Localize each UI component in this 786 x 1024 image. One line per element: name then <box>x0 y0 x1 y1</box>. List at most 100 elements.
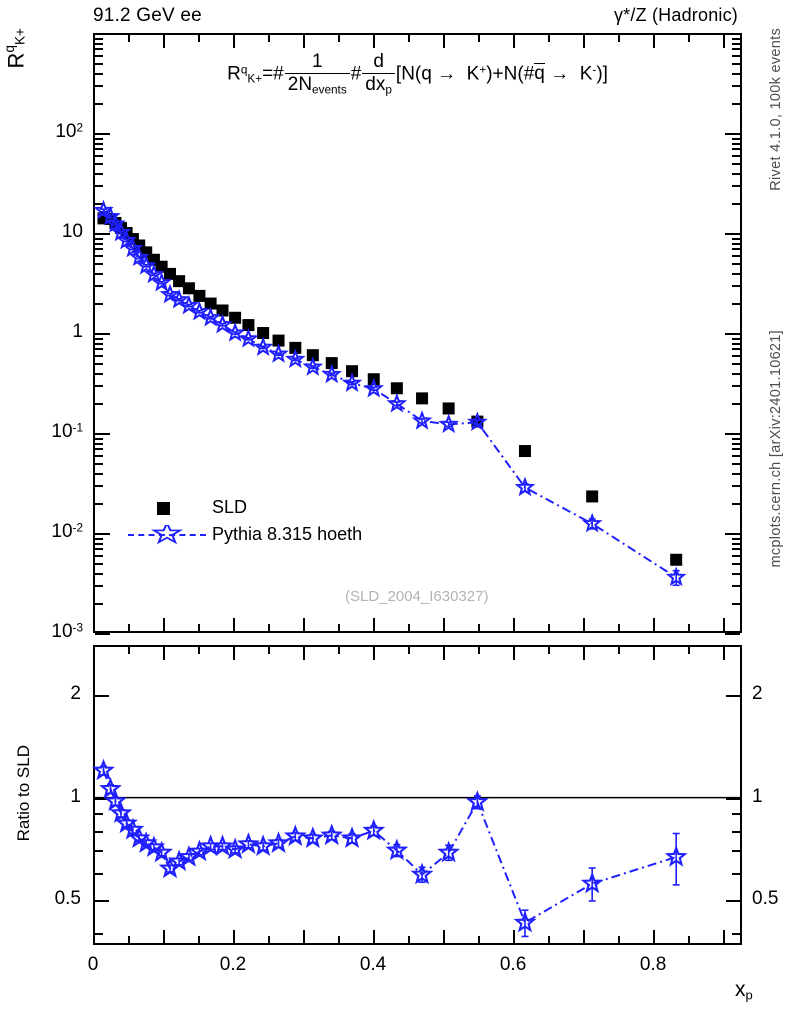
formula-rest-a: [N(q <box>395 63 432 85</box>
tick-mark <box>653 930 655 943</box>
tick-mark <box>95 348 103 350</box>
tick-mark <box>725 333 740 335</box>
analysis-id-watermark: (SLD_2004_I630327) <box>345 588 489 605</box>
tick-mark <box>478 936 480 943</box>
tick-mark <box>732 103 740 105</box>
tick-mark <box>95 303 103 305</box>
tick-mark <box>93 35 95 48</box>
tick-mark <box>513 618 515 631</box>
tick-mark <box>95 548 103 550</box>
x-axis-tick-label: 0 <box>87 954 99 975</box>
tick-mark <box>338 647 340 654</box>
tick-mark <box>732 138 740 140</box>
tick-mark <box>732 355 740 357</box>
tick-mark <box>95 273 103 275</box>
tick-mark <box>548 35 550 42</box>
tick-mark <box>732 143 740 145</box>
tick-mark <box>732 850 740 852</box>
tick-mark <box>732 831 740 833</box>
legend-key-square-marker <box>128 498 206 518</box>
tick-mark <box>95 73 103 75</box>
tick-mark <box>732 63 740 65</box>
formula-frac1-den-sub: events <box>312 83 347 97</box>
tick-mark <box>93 930 95 943</box>
tick-mark <box>548 647 550 654</box>
formula-mid-hash: # <box>350 63 362 85</box>
sld-data-point <box>242 319 255 332</box>
y-axis-tick-label-ratio-left: 2 <box>70 682 81 704</box>
tick-mark <box>128 35 130 42</box>
formula-kaon-minus: K <box>579 63 593 85</box>
tick-mark <box>723 647 725 660</box>
mc-data-point <box>285 348 306 369</box>
tick-mark <box>95 133 110 135</box>
tick-mark <box>95 363 103 365</box>
ratio-data-point <box>362 818 386 841</box>
tick-mark <box>725 633 740 635</box>
tick-mark <box>478 35 480 42</box>
sld-data-point <box>346 365 359 378</box>
tick-mark <box>408 35 410 42</box>
mc-data-point <box>411 410 433 430</box>
mc-data-point <box>238 327 259 348</box>
tick-mark <box>338 35 340 42</box>
x-axis-tick-label: 0.4 <box>359 954 387 975</box>
tick-mark <box>732 548 740 550</box>
sld-data-point <box>325 357 338 370</box>
mc-data-point <box>200 306 221 327</box>
tick-mark <box>95 443 103 445</box>
ratio-data-point <box>513 910 537 933</box>
mc-data-point <box>151 271 172 292</box>
tick-mark <box>95 238 103 240</box>
tick-mark <box>732 148 740 150</box>
tick-mark <box>732 503 740 505</box>
tick-mark <box>583 618 585 631</box>
tick-mark <box>373 35 375 48</box>
tick-mark <box>373 930 375 943</box>
sld-data-point <box>289 341 302 354</box>
formula-frac2-den-sub: p <box>385 83 392 97</box>
tick-mark <box>478 647 480 654</box>
ratio-data-point <box>103 789 127 812</box>
mc-data-point <box>159 283 181 304</box>
tick-mark <box>732 455 740 457</box>
ratio-data-point <box>223 837 247 860</box>
ratio-data-point <box>211 834 234 857</box>
legend-entry-sld: SLD <box>128 494 362 521</box>
tick-mark <box>95 695 109 697</box>
header-beam-label: 91.2 GeV ee <box>93 5 202 26</box>
tick-mark <box>548 624 550 631</box>
legend-label-sld: SLD <box>212 497 248 517</box>
ratio-marker-group <box>92 758 688 938</box>
tick-mark <box>95 373 103 375</box>
tick-mark <box>95 455 103 457</box>
tick-mark <box>95 243 103 245</box>
tick-mark <box>732 85 740 87</box>
sld-data-point <box>586 490 599 503</box>
tick-mark <box>732 73 740 75</box>
tick-mark <box>726 695 740 697</box>
legend-entry-pythia: Pythia 8.315 hoeth <box>128 521 362 548</box>
y-axis-tick-label-main: 102 <box>55 121 83 142</box>
tick-mark <box>95 263 103 265</box>
tick-mark <box>688 647 690 654</box>
formula-kaon-plus-sup: + <box>479 63 487 77</box>
mc-data-point <box>168 288 190 309</box>
tick-mark <box>732 555 740 557</box>
sld-data-point <box>216 304 229 317</box>
ratio-data-point <box>267 831 290 853</box>
y-axis-tick-label-ratio-right: 1 <box>752 785 763 807</box>
sld-data-point <box>193 289 206 302</box>
tick-mark <box>163 618 165 631</box>
tick-mark <box>198 624 200 631</box>
tick-mark <box>95 573 103 575</box>
tick-mark <box>723 618 725 631</box>
tick-mark <box>726 900 740 902</box>
mc-data-point <box>128 246 150 267</box>
mc-data-point <box>252 336 274 357</box>
tick-mark <box>732 43 740 45</box>
mc-data-point <box>467 411 488 432</box>
tick-mark <box>95 173 103 175</box>
